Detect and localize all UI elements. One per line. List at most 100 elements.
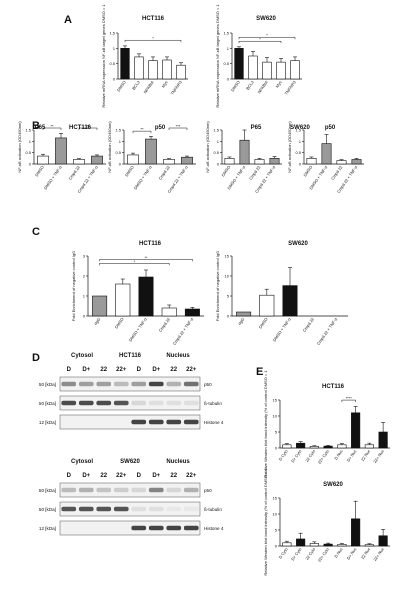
- bar: [282, 542, 292, 547]
- significance-label: *: [266, 33, 268, 38]
- blot-lane-label: D: [137, 473, 142, 479]
- chart-b2: p50 0 0.5 1 1.5NF-ĸB activation (OD450nm) DMS…: [107, 121, 196, 194]
- bar: [290, 60, 300, 80]
- y-axis-label: Relative Western blot band intensity (% …: [263, 370, 268, 478]
- bar: [91, 155, 103, 165]
- blot-band: [113, 487, 129, 493]
- bar: [282, 285, 298, 317]
- y-axis-label: Relative mRNA expression NF-ĸB target ge…: [215, 4, 220, 108]
- x-tick-label: Cmpd 22: [157, 164, 171, 181]
- bar: [145, 138, 157, 165]
- blot-band: [166, 381, 182, 387]
- bar: [276, 61, 286, 80]
- blot-band: [183, 400, 199, 406]
- y-tick-label: 0.5: [213, 150, 219, 155]
- y-tick-label: 1.5: [115, 128, 121, 133]
- x-tick-label: Myc: [161, 80, 169, 89]
- blot-lane-label: D+: [82, 473, 90, 479]
- blot-band: [78, 487, 94, 493]
- significance-label: **: [140, 127, 144, 132]
- y-tick-label: 1.5: [109, 31, 115, 36]
- blot-lane-label: D: [67, 473, 72, 479]
- x-tick-label: DMSO: [124, 165, 135, 178]
- x-tick-label: D Nuc: [333, 449, 343, 461]
- blot-band: [96, 400, 112, 406]
- bar: [378, 431, 388, 449]
- blot-band: [148, 487, 164, 493]
- blot-protein-label: Histone 4: [204, 526, 224, 531]
- x-tick-label: DMSO: [302, 165, 313, 178]
- bar: [37, 155, 49, 165]
- chart-title: p50: [155, 125, 166, 131]
- x-tick-label: 22+ Cyto: [317, 546, 331, 563]
- bar: [184, 308, 200, 317]
- blot-lane-label: 22: [100, 367, 107, 373]
- x-tick-label: D Cyto: [278, 448, 290, 462]
- y-tick-label: 1.5: [295, 128, 301, 133]
- bar: [337, 444, 347, 449]
- y-tick-label: 15: [273, 496, 278, 501]
- chart-c2: SW620 0 5 10 15 Fold Enrichment of negative c…: [215, 241, 348, 346]
- blot-band: [131, 525, 147, 531]
- y-tick-label: 5: [275, 528, 278, 533]
- chart-title: SW620: [288, 241, 308, 247]
- x-tick-label: Cmpd 22: [67, 164, 81, 181]
- x-tick-label: 22+ Cyto: [317, 448, 331, 465]
- x-tick-label: Cmpd 22 + TNF-α: [172, 316, 195, 346]
- blot-protein-label: ß-tubulin: [204, 507, 222, 512]
- blot-strip: [59, 414, 201, 430]
- chart-c1: HCT116 0 1 2 3 Fold Enrichment of negative co…: [71, 241, 204, 346]
- chart-title: HCT116: [139, 241, 162, 247]
- y-tick-label: 10: [225, 274, 230, 279]
- y-tick-label: 0: [227, 314, 230, 319]
- bar: [148, 60, 158, 80]
- blot-band: [183, 381, 199, 387]
- significance-label: *: [152, 36, 154, 41]
- significance-bracket: [238, 36, 296, 40]
- y-tick-label: 1: [299, 139, 302, 144]
- bar: [323, 445, 333, 449]
- significance-label: ***: [176, 124, 181, 129]
- y-tick-label: 1: [217, 139, 220, 144]
- y-tick-label: 1.5: [25, 128, 31, 133]
- blot-lane-label: 22+: [186, 367, 197, 373]
- x-tick-label: BCL3: [131, 79, 141, 91]
- significance-label: *: [259, 37, 261, 42]
- bar: [337, 544, 347, 547]
- bar: [254, 159, 265, 165]
- y-tick-label: 1: [29, 139, 32, 144]
- x-tick-label: DMSO + TNF-α: [272, 316, 292, 342]
- blot-band: [148, 506, 164, 512]
- bar: [73, 159, 85, 165]
- significance-bracket: [99, 259, 193, 262]
- y-tick-label: 1: [119, 139, 122, 144]
- blot-band: [166, 419, 182, 425]
- y-tick-label: 0.5: [109, 61, 115, 66]
- x-tick-label: 22+ Nuc: [372, 449, 385, 464]
- significance-bracket: [124, 39, 182, 43]
- x-tick-label: Cmpd 22 + TNF-α: [316, 316, 339, 346]
- y-tick-label: 0.5: [25, 150, 31, 155]
- blot-strip: [59, 520, 201, 536]
- blot-lane-label: 22+: [116, 473, 127, 479]
- bar: [163, 159, 175, 165]
- bar: [282, 444, 292, 449]
- x-tick-label: Myc: [275, 80, 283, 89]
- y-tick-label: 15: [225, 254, 230, 259]
- y-tick-label: 0: [217, 162, 220, 167]
- panel-label-c: C: [32, 226, 40, 238]
- blot-strip: [59, 376, 201, 392]
- bar: [364, 544, 374, 547]
- bar: [138, 276, 154, 317]
- significance-bracket: [42, 127, 62, 130]
- blot-protein-label: p50: [204, 488, 212, 493]
- blot-section-label: Nucleus: [166, 459, 190, 465]
- bar: [351, 159, 362, 165]
- x-tick-label: D+ Nuc: [346, 449, 358, 463]
- chart-title: HCT116: [142, 16, 165, 22]
- blot-band: [96, 487, 112, 493]
- bar: [134, 56, 144, 80]
- bar: [248, 55, 258, 80]
